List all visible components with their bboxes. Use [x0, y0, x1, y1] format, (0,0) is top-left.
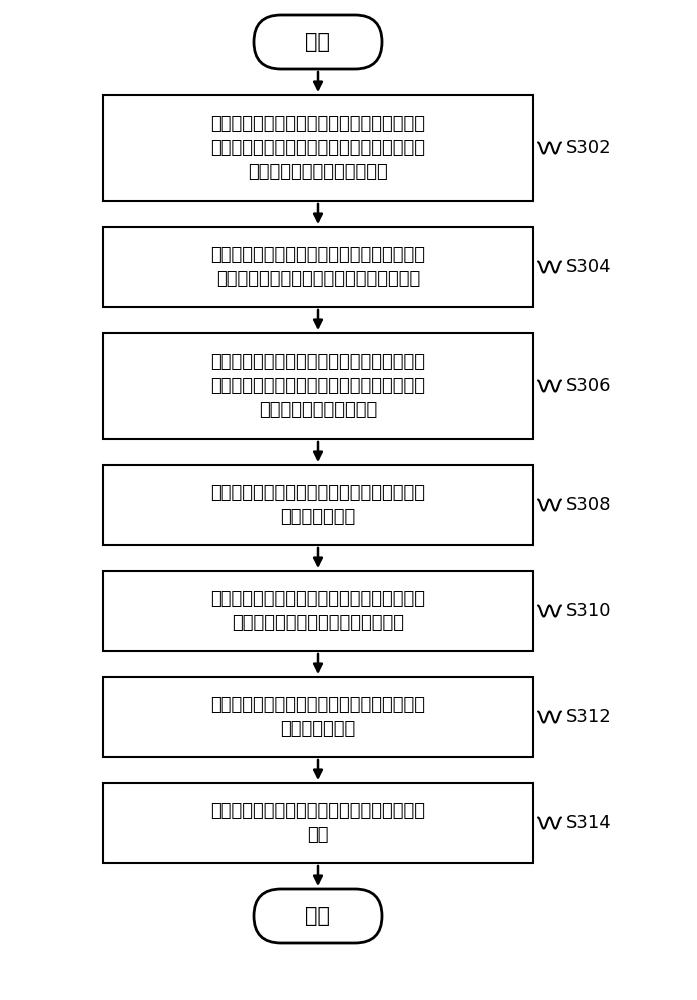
Bar	[103, 571, 533, 651]
Text: S306: S306	[566, 377, 611, 395]
Text: 选择误差最小的温度补偿模型，用于补偿测量
温度: 选择误差最小的温度补偿模型，用于补偿测量 温度	[210, 802, 425, 844]
FancyBboxPatch shape	[254, 889, 382, 943]
Text: 根据至少两条电压温度曲线和理论电压温度曲
线生成相应的至少两个温度补偿模型: 根据至少两条电压温度曲线和理论电压温度曲 线生成相应的至少两个温度补偿模型	[210, 590, 425, 632]
Text: 由至少两个中心数据对组拟合出相应的至少两
条电压温度曲线: 由至少两个中心数据对组拟合出相应的至少两 条电压温度曲线	[210, 484, 425, 526]
Text: S304: S304	[566, 258, 612, 276]
Bar	[103, 465, 533, 545]
Text: 分别对至少两个建模数据子包进行聚类计算，
以得到至少两个中心数据对组，每个中心数据
对组包括多个中心数据对: 分别对至少两个建模数据子包进行聚类计算， 以得到至少两个中心数据对组，每个中心数…	[210, 353, 425, 419]
Text: 结束: 结束	[305, 906, 330, 926]
Bar	[103, 677, 533, 757]
FancyBboxPatch shape	[254, 15, 382, 69]
Text: 利用至少一个验证数据子包计算至少两个温度
补偿模型的误差: 利用至少一个验证数据子包计算至少两个温度 补偿模型的误差	[210, 696, 425, 738]
Text: S312: S312	[566, 708, 612, 726]
Text: S314: S314	[566, 814, 612, 832]
Text: S310: S310	[566, 602, 611, 620]
Text: S302: S302	[566, 139, 612, 157]
Bar	[103, 783, 533, 863]
Text: 将数据包划分为至少三个数据子包，包括至少
两个建模数据子包和至少一个验证数据子包: 将数据包划分为至少三个数据子包，包括至少 两个建模数据子包和至少一个验证数据子包	[210, 246, 425, 288]
Text: 获取数据包，数据包包括多个数据对，每个数
据对包括相关联的电压和测量温度，测量温度
由电压和电压温度关系式算得: 获取数据包，数据包包括多个数据对，每个数 据对包括相关联的电压和测量温度，测量温…	[210, 115, 425, 181]
Text: 开始: 开始	[305, 32, 330, 52]
Bar	[103, 227, 533, 307]
Bar	[103, 333, 533, 439]
Text: S308: S308	[566, 496, 611, 514]
Bar	[103, 95, 533, 201]
